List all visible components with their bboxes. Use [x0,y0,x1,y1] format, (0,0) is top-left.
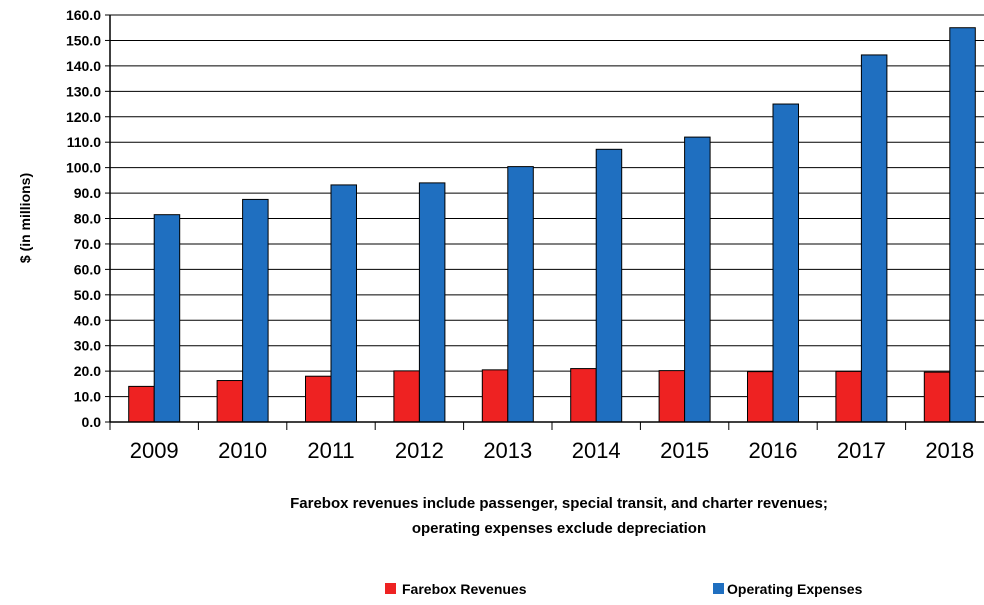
y-tick-label: 0.0 [82,414,102,430]
bar-operating-expenses-2012 [418,182,446,423]
bar-farebox-revenues-2009 [128,385,155,423]
legend-label-operating-expenses: Operating Expenses [727,581,863,597]
y-tick-label: 90.0 [74,185,101,201]
y-tick-label: 60.0 [74,261,101,277]
y-tick-label: 100.0 [66,160,101,176]
y-tick-label: 130.0 [66,83,101,99]
x-tick-label-2010: 2010 [218,438,267,463]
bars [128,27,976,423]
legend: Farebox Revenues Operating Expenses [385,581,863,597]
bar-operating-expenses-2017 [860,54,888,423]
y-tick-label: 50.0 [74,287,101,303]
x-tick-label-2011: 2011 [307,438,354,463]
bar-operating-expenses-2018 [949,27,976,423]
y-tick-label: 40.0 [74,312,101,328]
bar-operating-expenses-2014 [595,148,623,423]
bar-farebox-revenues-2016 [747,371,774,423]
y-tick-label: 120.0 [66,109,101,125]
x-tick-label-2015: 2015 [660,438,709,463]
y-tick-label: 10.0 [74,389,101,405]
legend-label-farebox-revenues: Farebox Revenues [402,581,527,597]
y-tick-label: 150.0 [66,32,101,48]
y-tick-label: 80.0 [74,211,101,227]
bar-operating-expenses-2009 [153,214,181,423]
x-tick-label-2014: 2014 [572,438,621,463]
bar-operating-expenses-2016 [772,103,799,423]
bar-farebox-revenues-2014 [570,368,597,423]
x-tick-label-2016: 2016 [749,438,798,463]
x-tick-label-2012: 2012 [395,438,444,463]
y-tick-label: 30.0 [74,338,101,354]
x-tick-label-2018: 2018 [925,438,974,463]
x-tick-label-2009: 2009 [130,438,179,463]
bar-operating-expenses-2015 [684,136,711,423]
y-tick-label: 110.0 [67,134,101,150]
bar-operating-expenses-2010 [242,198,269,423]
x-axis-label-line-1: Farebox revenues include passenger, spec… [290,495,828,512]
y-tick-label: 140.0 [66,58,101,74]
bar-farebox-revenues-2013 [481,369,509,423]
bar-farebox-revenues-2018 [923,371,951,423]
bar-farebox-revenues-2012 [393,370,420,423]
legend-swatch-farebox-revenues [385,583,396,594]
x-tick-label-2017: 2017 [837,438,886,463]
x-axis-label-line-2: operating expenses exclude depreciation [412,520,706,537]
y-axis-label: $ (in millions) [17,173,33,263]
y-tick-label: 160.0 [66,7,101,23]
gridlines [110,14,984,398]
bar-operating-expenses-2013 [507,166,534,423]
bar-operating-expenses-2011 [330,184,357,423]
bar-farebox-revenues-2015 [658,370,686,423]
y-tick-label: 70.0 [74,236,101,252]
x-tick-label-2013: 2013 [483,438,532,463]
bar-farebox-revenues-2010 [216,380,244,423]
legend-swatch-operating-expenses [713,583,724,594]
y-axis-ticks: 0.0 10.0 20.0 30.0 40.0 50.0 60.0 70.0 80.0 90.0 1… [66,7,110,430]
x-axis-ticks: 2009 2010 2011 2012 2013 2014 2015 2016 2017 2018 [109,422,974,463]
y-tick-label: 20.0 [74,363,101,379]
bar-farebox-revenues-2011 [305,375,332,423]
bar-farebox-revenues-2017 [835,370,862,423]
